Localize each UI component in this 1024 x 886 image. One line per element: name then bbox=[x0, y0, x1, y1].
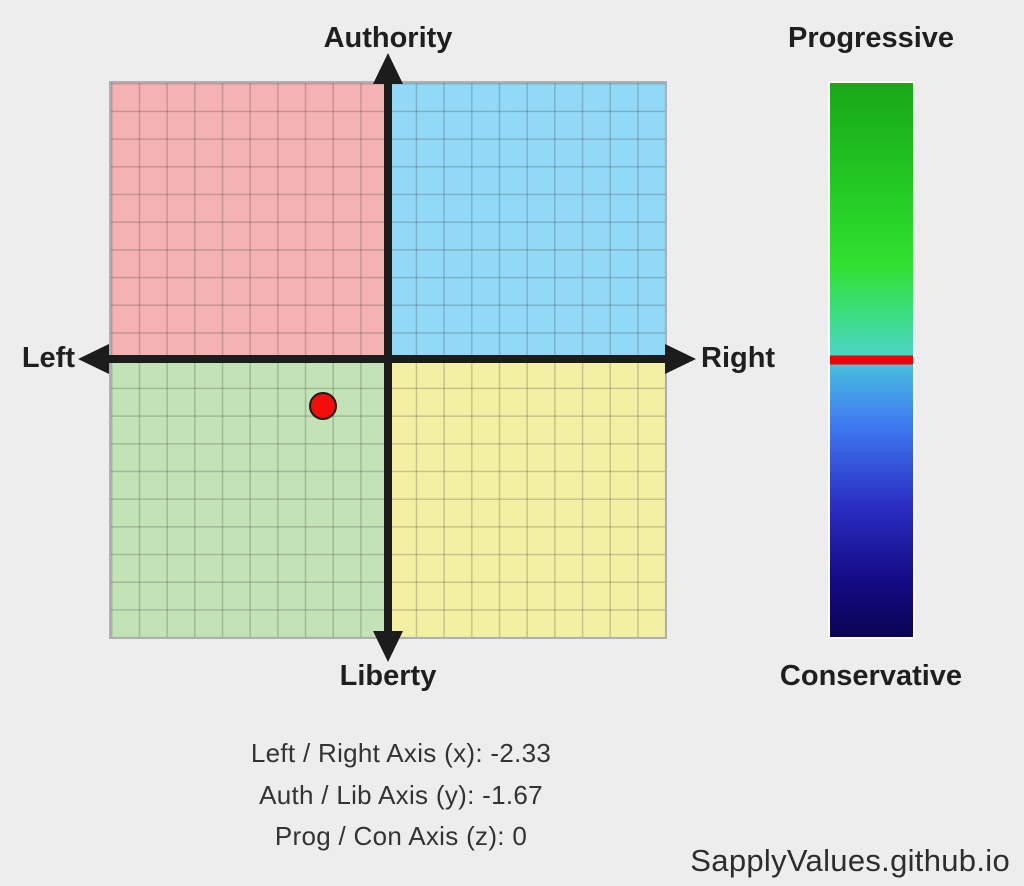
liberty-axis-label: Liberty bbox=[339, 660, 437, 692]
progressive-axis-label: Progressive bbox=[787, 22, 955, 54]
quadrant-auth-left bbox=[111, 83, 388, 360]
liberty-arrow-icon bbox=[373, 631, 403, 662]
quadrant-lib-left bbox=[111, 360, 388, 637]
left-arrow-icon bbox=[78, 344, 109, 374]
z-axis-value: Prog / Con Axis (z): 0 bbox=[274, 821, 528, 851]
right-arrow-icon bbox=[665, 344, 696, 374]
conservative-axis-label: Conservative bbox=[779, 660, 963, 692]
political-compass-plot bbox=[109, 81, 667, 639]
right-axis-label: Right bbox=[701, 342, 776, 374]
result-point bbox=[309, 392, 338, 421]
x-axis-value: Left / Right Axis (x): -2.33 bbox=[250, 738, 552, 768]
z-gradient-bar bbox=[830, 83, 913, 637]
z-marker bbox=[830, 355, 913, 365]
y-axis-value: Auth / Lib Axis (y): -1.67 bbox=[259, 779, 543, 810]
result-stats: Left / Right Axis (x): -2.33 Auth / Lib … bbox=[251, 733, 551, 858]
quadrant-auth-right bbox=[388, 83, 665, 360]
left-axis-label: Left bbox=[21, 342, 75, 374]
quadrant-lib-right bbox=[388, 360, 665, 637]
watermark: SapplyValues.github.io bbox=[690, 843, 1010, 878]
authority-axis-label: Authority bbox=[323, 22, 453, 54]
y-axis-line bbox=[384, 65, 392, 645]
authority-arrow-icon bbox=[373, 53, 403, 84]
